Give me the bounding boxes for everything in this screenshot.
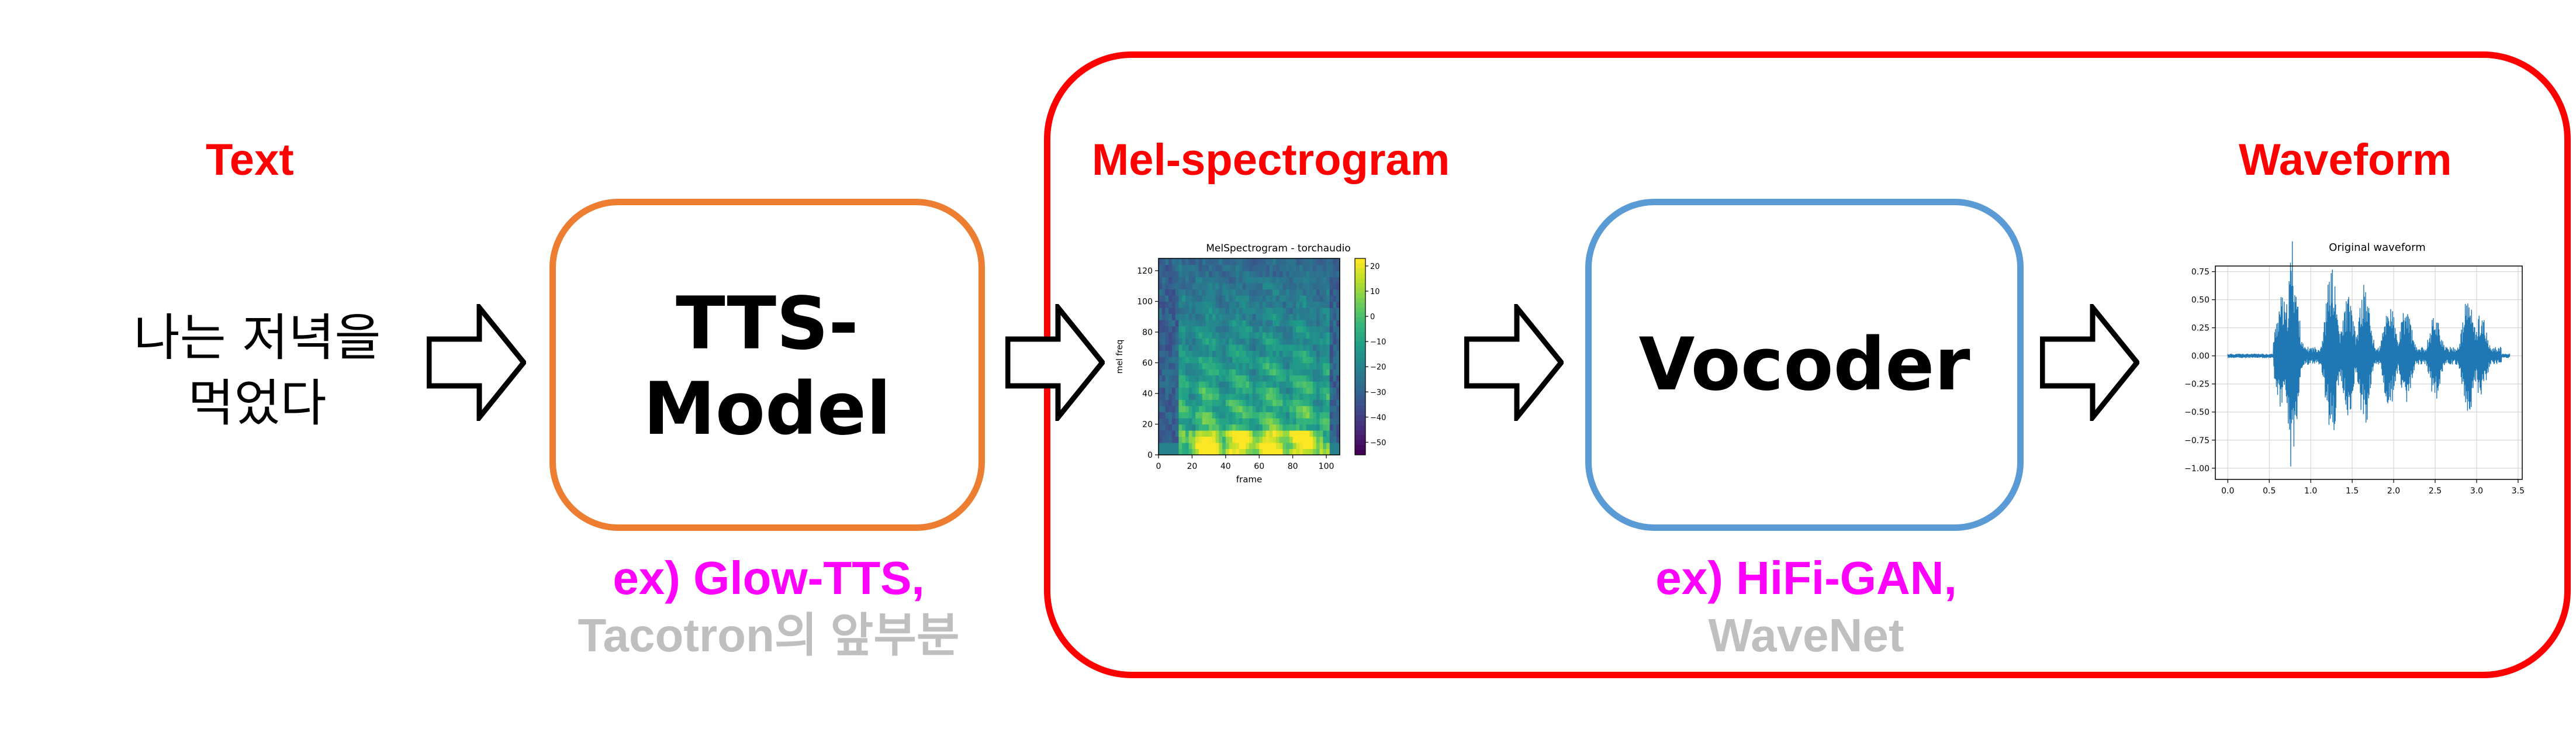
tts-model-line1: TTS- bbox=[676, 282, 859, 366]
input-text-line1: 나는 저녁을 bbox=[133, 309, 381, 367]
waveform-frame bbox=[2215, 265, 2523, 480]
colorbar-tick: 20 bbox=[1370, 263, 1380, 271]
colorbar-tick: −30 bbox=[1370, 388, 1386, 397]
colorbar-tick: −10 bbox=[1370, 338, 1386, 347]
spectrogram-xtick: 60 bbox=[1254, 462, 1264, 471]
waveform-label: Waveform bbox=[2239, 135, 2452, 185]
spectrogram-title: MelSpectrogram - torchaudio bbox=[1206, 243, 1351, 254]
waveform-xtick: 0.0 bbox=[2221, 486, 2234, 494]
spectrogram-xtick: 20 bbox=[1187, 462, 1197, 471]
vocoder-examples-line1: ex) HiFi-GAN, bbox=[1655, 552, 1957, 604]
colorbar-tick: 10 bbox=[1370, 288, 1380, 296]
colorbar-tick: 0 bbox=[1370, 313, 1375, 322]
spectrogram-xlabel: frame bbox=[1236, 474, 1262, 485]
input-text: 나는 저녁을 먹었다 bbox=[105, 305, 409, 436]
spectrogram-ytick: 120 bbox=[1137, 267, 1153, 276]
mel-spectrogram-label: Mel-spectrogram bbox=[1092, 135, 1450, 185]
waveform-xtick: 2.5 bbox=[2429, 486, 2442, 494]
waveform-ytick: −0.75 bbox=[2184, 436, 2210, 446]
arrow-icon bbox=[1005, 304, 1105, 421]
tts-model-line2: Model bbox=[643, 367, 891, 451]
waveform-ytick: 0.50 bbox=[2191, 296, 2210, 305]
waveform-xtick: 3.5 bbox=[2512, 486, 2525, 494]
waveform-ytick: 0.75 bbox=[2191, 268, 2210, 277]
spectrogram-heatmap bbox=[1159, 258, 1340, 455]
tts-examples-line2: Tacotron의 앞부분 bbox=[578, 609, 960, 661]
waveform-xtick: 3.0 bbox=[2470, 486, 2483, 494]
arrow-icon bbox=[427, 304, 526, 421]
spectrogram-ytick: 100 bbox=[1137, 298, 1153, 307]
waveform-ytick: 0.00 bbox=[2191, 352, 2210, 361]
vocoder-examples-line2: WaveNet bbox=[1708, 609, 1904, 661]
spectrogram-xtick: 80 bbox=[1288, 462, 1298, 471]
vocoder-examples: ex) HiFi-GAN, WaveNet bbox=[1567, 550, 2046, 664]
waveform-ytick: 0.25 bbox=[2191, 324, 2210, 333]
waveform-plot: Original waveform 0.0 0.5 1.0 1.5 2.0 2.5 3.0 3… bbox=[2184, 241, 2525, 494]
spectrogram-xtick: 100 bbox=[1319, 462, 1334, 471]
waveform-xtick: 1.0 bbox=[2304, 486, 2317, 494]
waveform-line bbox=[2227, 241, 2511, 467]
vocoder-title: Vocoder bbox=[1638, 323, 1970, 407]
tts-examples: ex) Glow-TTS, Tacotron의 앞부분 bbox=[526, 550, 1011, 664]
spectrogram-ytick: 60 bbox=[1142, 359, 1153, 368]
mel-spectrogram-plot: MelSpectrogram - torchaudio 0 20 40 60 80 100… bbox=[1115, 243, 1386, 485]
waveform-title: Original waveform bbox=[2329, 241, 2426, 254]
spectrogram-ytick: 0 bbox=[1147, 451, 1153, 460]
spectrogram-ylabel: mel freq bbox=[1115, 340, 1125, 374]
input-text-line2: 먹었다 bbox=[188, 374, 327, 433]
spectrogram-xtick: 40 bbox=[1220, 462, 1231, 471]
spectrogram-xtick: 0 bbox=[1156, 462, 1161, 471]
spectrogram-ytick: 80 bbox=[1142, 328, 1153, 337]
waveform-ytick: −1.00 bbox=[2184, 464, 2210, 474]
spectrogram-colorbar: 20 10 0 −10 −20 −30 −40 −50 bbox=[1354, 258, 1386, 455]
tts-model-title: TTS- Model bbox=[556, 281, 978, 452]
spectrogram-ytick: 20 bbox=[1142, 420, 1153, 430]
waveform-xtick: 2.0 bbox=[2387, 486, 2400, 494]
spectrogram-frame bbox=[1158, 258, 1340, 455]
text-label: Text bbox=[206, 135, 294, 185]
vocoder-box: Vocoder bbox=[1585, 199, 2024, 531]
waveform-ytick: −0.50 bbox=[2184, 408, 2210, 417]
colorbar-tick: −40 bbox=[1370, 413, 1386, 422]
waveform-xtick: 1.5 bbox=[2346, 486, 2359, 494]
arrow-icon bbox=[2040, 304, 2139, 421]
waveform-ytick: −0.25 bbox=[2184, 380, 2210, 389]
spectrogram-ytick: 40 bbox=[1142, 389, 1153, 399]
tts-model-box: TTS- Model bbox=[549, 199, 985, 531]
colorbar-tick: −50 bbox=[1370, 438, 1386, 447]
colorbar-tick: −20 bbox=[1370, 363, 1386, 372]
waveform-xtick: 0.5 bbox=[2263, 486, 2276, 494]
tts-examples-line1: ex) Glow-TTS, bbox=[613, 552, 925, 604]
arrow-icon bbox=[1464, 304, 1564, 421]
